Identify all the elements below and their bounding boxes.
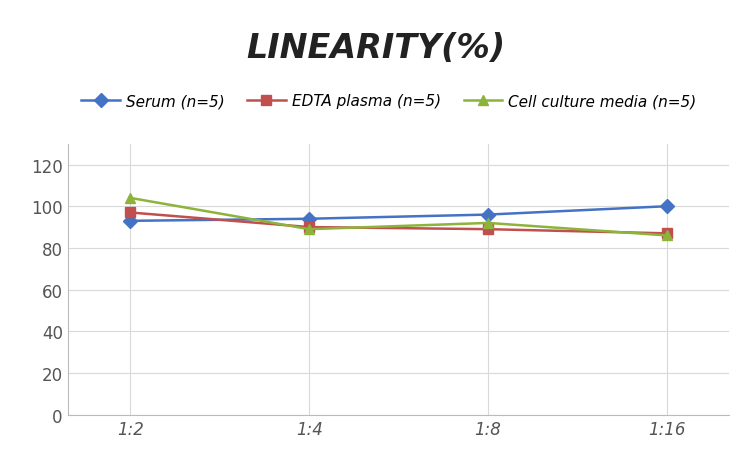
- Cell culture media (n=5): [663, 233, 672, 239]
- Serum (n=5): [663, 204, 672, 209]
- Line: Cell culture media (n=5): Cell culture media (n=5): [126, 193, 672, 241]
- Cell culture media (n=5): [126, 196, 135, 201]
- EDTA plasma (n=5): [305, 225, 314, 230]
- Serum (n=5): [126, 219, 135, 224]
- Serum (n=5): [484, 212, 493, 218]
- Line: Serum (n=5): Serum (n=5): [126, 202, 672, 226]
- Line: EDTA plasma (n=5): EDTA plasma (n=5): [126, 208, 672, 239]
- EDTA plasma (n=5): [126, 210, 135, 216]
- Legend: Serum (n=5), EDTA plasma (n=5), Cell culture media (n=5): Serum (n=5), EDTA plasma (n=5), Cell cul…: [75, 88, 702, 115]
- Cell culture media (n=5): [484, 221, 493, 226]
- EDTA plasma (n=5): [663, 231, 672, 236]
- Serum (n=5): [305, 216, 314, 222]
- EDTA plasma (n=5): [484, 227, 493, 232]
- Cell culture media (n=5): [305, 227, 314, 232]
- Text: LINEARITY(%): LINEARITY(%): [247, 32, 505, 64]
